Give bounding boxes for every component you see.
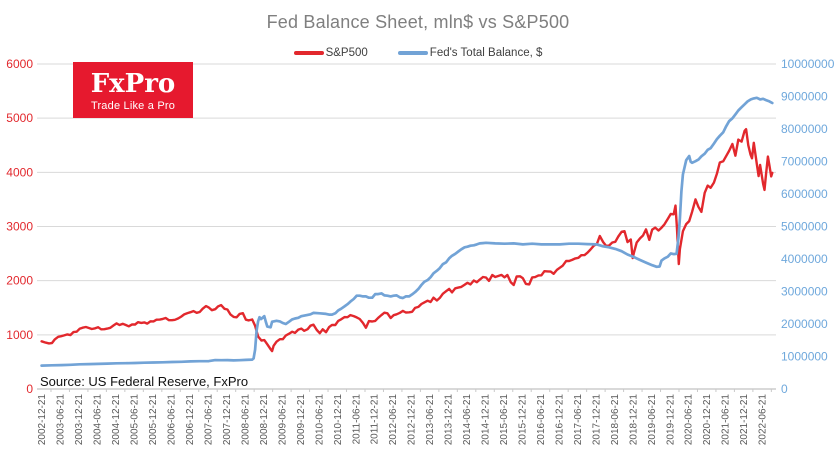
x-tick-label: 2018-12-21 xyxy=(628,394,639,446)
x-tick-label: 2011-12-21 xyxy=(370,394,381,445)
fxpro-logo-tagline: Trade Like a Pro xyxy=(90,99,176,112)
legend-label-sp500: S&P500 xyxy=(325,47,368,59)
x-tick-label: 2017-06-21 xyxy=(573,394,584,446)
x-tick-label: 2019-06-21 xyxy=(647,394,658,446)
x-tick-label: 2010-06-21 xyxy=(314,394,325,446)
x-tick-label: 2013-06-21 xyxy=(425,394,436,446)
x-tick-label: 2003-06-21 xyxy=(56,394,67,446)
y-axis-left-tick-label: 2000 xyxy=(6,274,33,288)
legend-item-fed-balance: Fed's Total Balance, $ xyxy=(397,47,543,59)
x-tick-label: 2009-12-21 xyxy=(296,394,307,446)
y-axis-right-tick-label: 4000000 xyxy=(781,252,828,266)
x-tick-label: 2008-12-21 xyxy=(259,394,270,446)
x-tick-label: 2002-12-21 xyxy=(37,394,48,446)
x-tick-label: 2020-12-21 xyxy=(702,394,713,446)
y-axis-right-tick-label: 8000000 xyxy=(781,122,828,136)
fed-balance-line-swatch xyxy=(397,51,428,55)
fed-balance-line xyxy=(40,96,774,367)
y-axis-left-tick-label: 1000 xyxy=(6,328,33,342)
x-tick-label: 2012-12-21 xyxy=(407,394,418,446)
x-tick-label: 2004-06-21 xyxy=(93,394,104,446)
x-tick-label: 2008-06-21 xyxy=(240,394,251,446)
x-tick-label: 2020-06-21 xyxy=(684,394,695,446)
y-axis-right-tick-label: 0 xyxy=(781,382,788,396)
chart-title: Fed Balance Sheet, mln$ vs S&P500 xyxy=(266,12,570,32)
x-tick-label: 2015-12-21 xyxy=(517,394,528,446)
x-tick-label: 2010-12-21 xyxy=(333,394,344,446)
y-axis-right-tick-label: 7000000 xyxy=(781,155,828,169)
source-note: Source: US Federal Reserve, FxPro xyxy=(40,374,249,389)
y-axis-right-tick-label: 2000000 xyxy=(781,317,828,331)
x-tick-label: 2004-12-21 xyxy=(111,394,122,446)
y-axis-left-tick-label: 6000 xyxy=(6,57,33,71)
x-tick-label: 2007-12-21 xyxy=(222,394,233,446)
legend-label-fed-balance: Fed's Total Balance, $ xyxy=(429,47,543,59)
y-axis-right-tick-label: 5000000 xyxy=(781,220,828,234)
sp500-line-swatch xyxy=(293,51,324,55)
x-tick-label: 2017-12-21 xyxy=(591,394,602,446)
y-axis-right-tick-label: 9000000 xyxy=(781,90,828,104)
legend: S&P500 Fed's Total Balance, $ xyxy=(0,47,836,59)
fxpro-logo: FxPro Trade Like a Pro xyxy=(73,62,193,118)
x-tick-label: 2016-06-21 xyxy=(536,394,547,446)
legend-item-sp500: S&P500 xyxy=(293,47,368,59)
y-axis-right-tick-label: 1000000 xyxy=(781,350,828,364)
x-tick-label: 2013-12-21 xyxy=(444,394,455,446)
x-tick-label: 2015-06-21 xyxy=(499,394,510,446)
x-tick-label: 2012-06-21 xyxy=(388,394,399,446)
y-axis-left-tick-label: 3000 xyxy=(6,220,33,234)
y-axis-right-tick-label: 3000000 xyxy=(781,285,828,299)
x-tick-label: 2018-06-21 xyxy=(610,394,621,446)
x-tick-label: 2014-06-21 xyxy=(462,394,473,446)
x-tick-label: 2005-12-21 xyxy=(148,394,159,446)
x-tick-label: 2014-12-21 xyxy=(481,394,492,446)
x-tick-label: 2005-06-21 xyxy=(130,394,141,446)
fxpro-logo-wordmark: FxPro xyxy=(90,68,176,99)
sp500-line xyxy=(40,127,774,353)
x-tick-label: 2021-06-21 xyxy=(721,394,732,446)
x-tick-label: 2007-06-21 xyxy=(203,394,214,446)
x-tick-label: 2021-12-21 xyxy=(739,394,750,446)
y-axis-left-tick-label: 5000 xyxy=(6,111,33,125)
x-tick-label: 2006-12-21 xyxy=(185,394,196,446)
x-tick-label: 2022-06-21 xyxy=(758,394,769,446)
y-axis-right-tick-label: 10000000 xyxy=(781,57,835,71)
x-tick-label: 2011-06-21 xyxy=(351,394,362,445)
x-tick-label: 2016-12-21 xyxy=(554,394,565,446)
y-axis-right-tick-label: 6000000 xyxy=(781,187,828,201)
y-axis-left-tick-label: 0 xyxy=(26,382,33,396)
x-tick-label: 2006-06-21 xyxy=(167,394,178,446)
x-tick-label: 2003-12-21 xyxy=(74,394,85,446)
x-tick-label: 2009-06-21 xyxy=(277,394,288,446)
y-axis-left-tick-label: 4000 xyxy=(6,165,33,179)
x-tick-label: 2019-12-21 xyxy=(665,394,676,446)
